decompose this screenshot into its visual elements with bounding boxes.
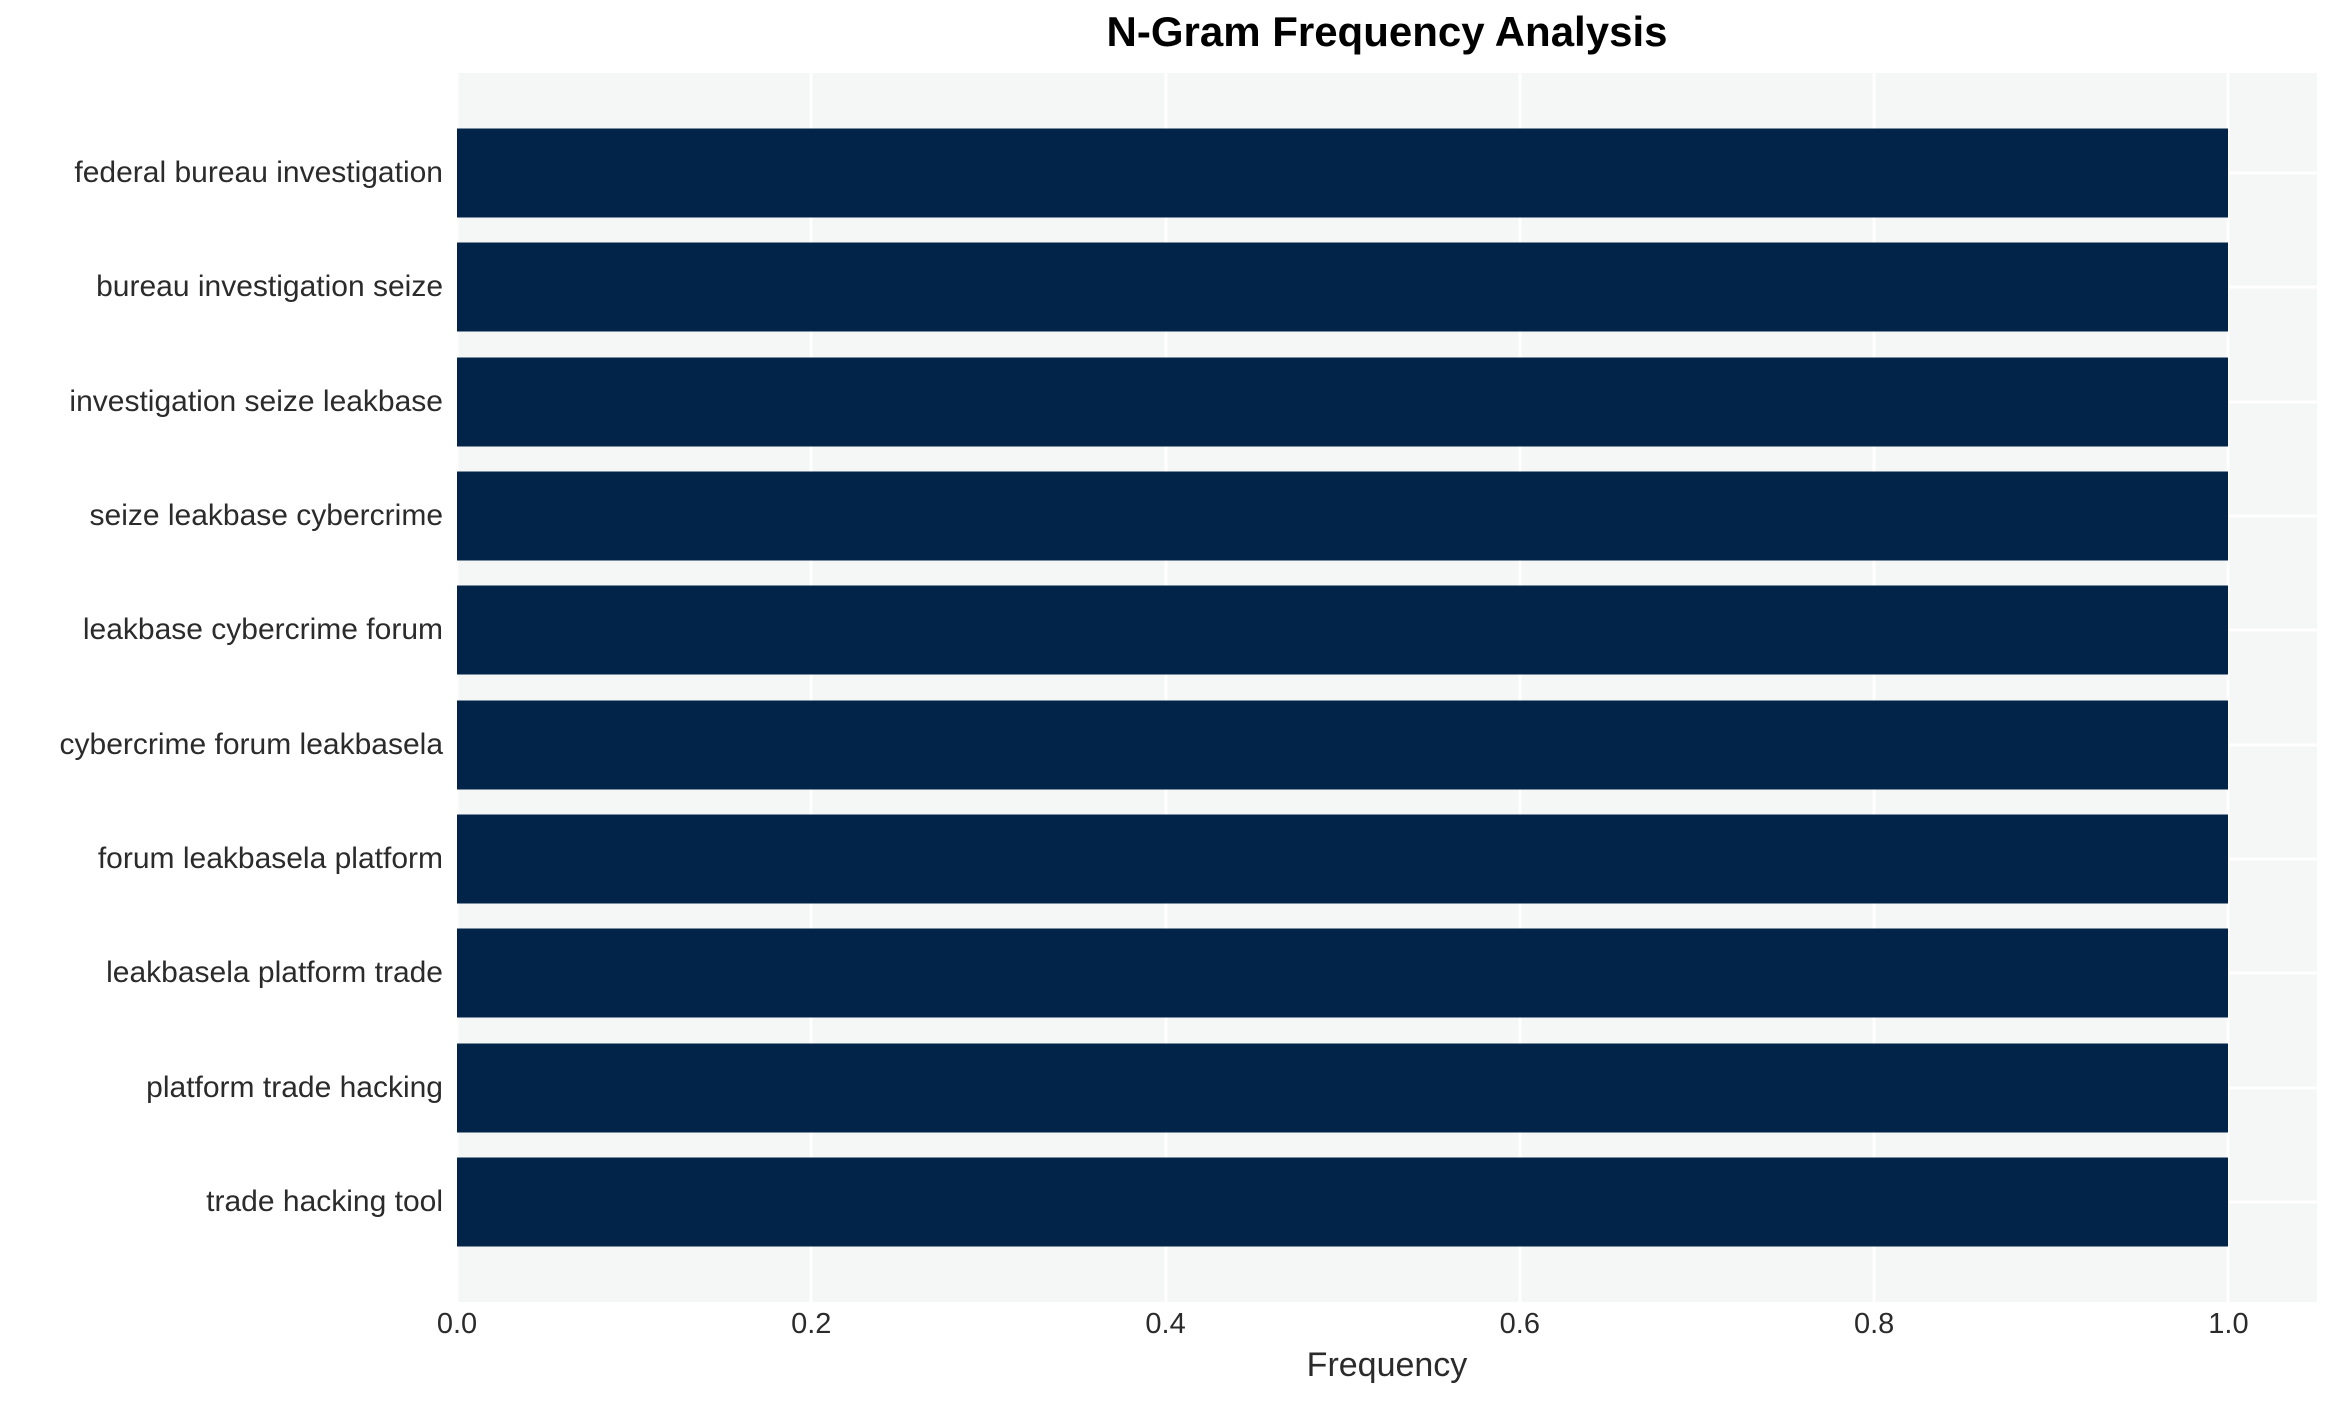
x-axis-ticks: 0.0 0.2 0.4 0.6 0.8 1.0 bbox=[0, 1308, 2335, 1344]
bar-leakbasela-platform-trade bbox=[457, 928, 2229, 1018]
y-tick-label: bureau investigation seize bbox=[96, 270, 443, 304]
bar-leakbase-cybercrime-forum bbox=[457, 585, 2229, 675]
x-tick-label: 1.0 bbox=[2208, 1308, 2249, 1340]
bar-row bbox=[457, 459, 2317, 573]
vertical-gridline bbox=[1872, 73, 1876, 1302]
bar-row bbox=[457, 1145, 2317, 1259]
vertical-gridline bbox=[2226, 73, 2230, 1302]
vertical-gridline bbox=[809, 73, 813, 1302]
bar-rows bbox=[457, 116, 2317, 1259]
bar-cybercrime-forum-leakbasela bbox=[457, 700, 2229, 790]
bar-row bbox=[457, 116, 2317, 230]
bar-forum-leakbasela-platform bbox=[457, 814, 2229, 904]
bar-platform-trade-hacking bbox=[457, 1043, 2229, 1133]
x-tick-label: 0.8 bbox=[1853, 1308, 1895, 1340]
bar-row bbox=[457, 687, 2317, 801]
bar-row bbox=[457, 916, 2317, 1030]
plot-area bbox=[455, 73, 2317, 1302]
bar-federal-bureau-investigation bbox=[457, 128, 2229, 218]
y-tick-label: cybercrime forum leakbasela bbox=[59, 727, 443, 761]
x-tick-label: 0.2 bbox=[791, 1308, 832, 1340]
y-tick-label: leakbase cybercrime forum bbox=[82, 613, 443, 647]
bar-row bbox=[457, 230, 2317, 344]
y-tick-label: seize leakbase cybercrime bbox=[89, 499, 443, 533]
vertical-gridline bbox=[1164, 73, 1168, 1302]
bar-row bbox=[457, 573, 2317, 687]
x-tick-label: 0.6 bbox=[1499, 1308, 1541, 1340]
x-axis-title: Frequency bbox=[1306, 1346, 1468, 1384]
bar-row bbox=[457, 1030, 2317, 1144]
vertical-gridline bbox=[1518, 73, 1522, 1302]
bar-bureau-investigation-seize bbox=[457, 242, 2229, 332]
bar-row bbox=[457, 345, 2317, 459]
bar-trade-hacking-tool bbox=[457, 1157, 2229, 1247]
y-tick-label: leakbasela platform trade bbox=[106, 956, 443, 990]
x-tick-label: 0.0 bbox=[436, 1308, 478, 1340]
bar-investigation-seize-leakbase bbox=[457, 357, 2229, 447]
y-tick-label: investigation seize leakbase bbox=[69, 384, 443, 418]
y-tick-label: platform trade hacking bbox=[146, 1070, 443, 1104]
y-axis-labels: federal bureau investigation bureau inves… bbox=[0, 116, 443, 1259]
x-tick-label: 0.4 bbox=[1145, 1308, 1186, 1340]
y-tick-label: federal bureau investigation bbox=[74, 156, 443, 190]
y-tick-label: trade hacking tool bbox=[206, 1184, 443, 1218]
vertical-gridline bbox=[455, 73, 459, 1302]
chart-title: N-Gram Frequency Analysis bbox=[1106, 8, 1668, 55]
bar-seize-leakbase-cybercrime bbox=[457, 471, 2229, 561]
bar-row bbox=[457, 802, 2317, 916]
y-tick-label: forum leakbasela platform bbox=[97, 841, 443, 875]
